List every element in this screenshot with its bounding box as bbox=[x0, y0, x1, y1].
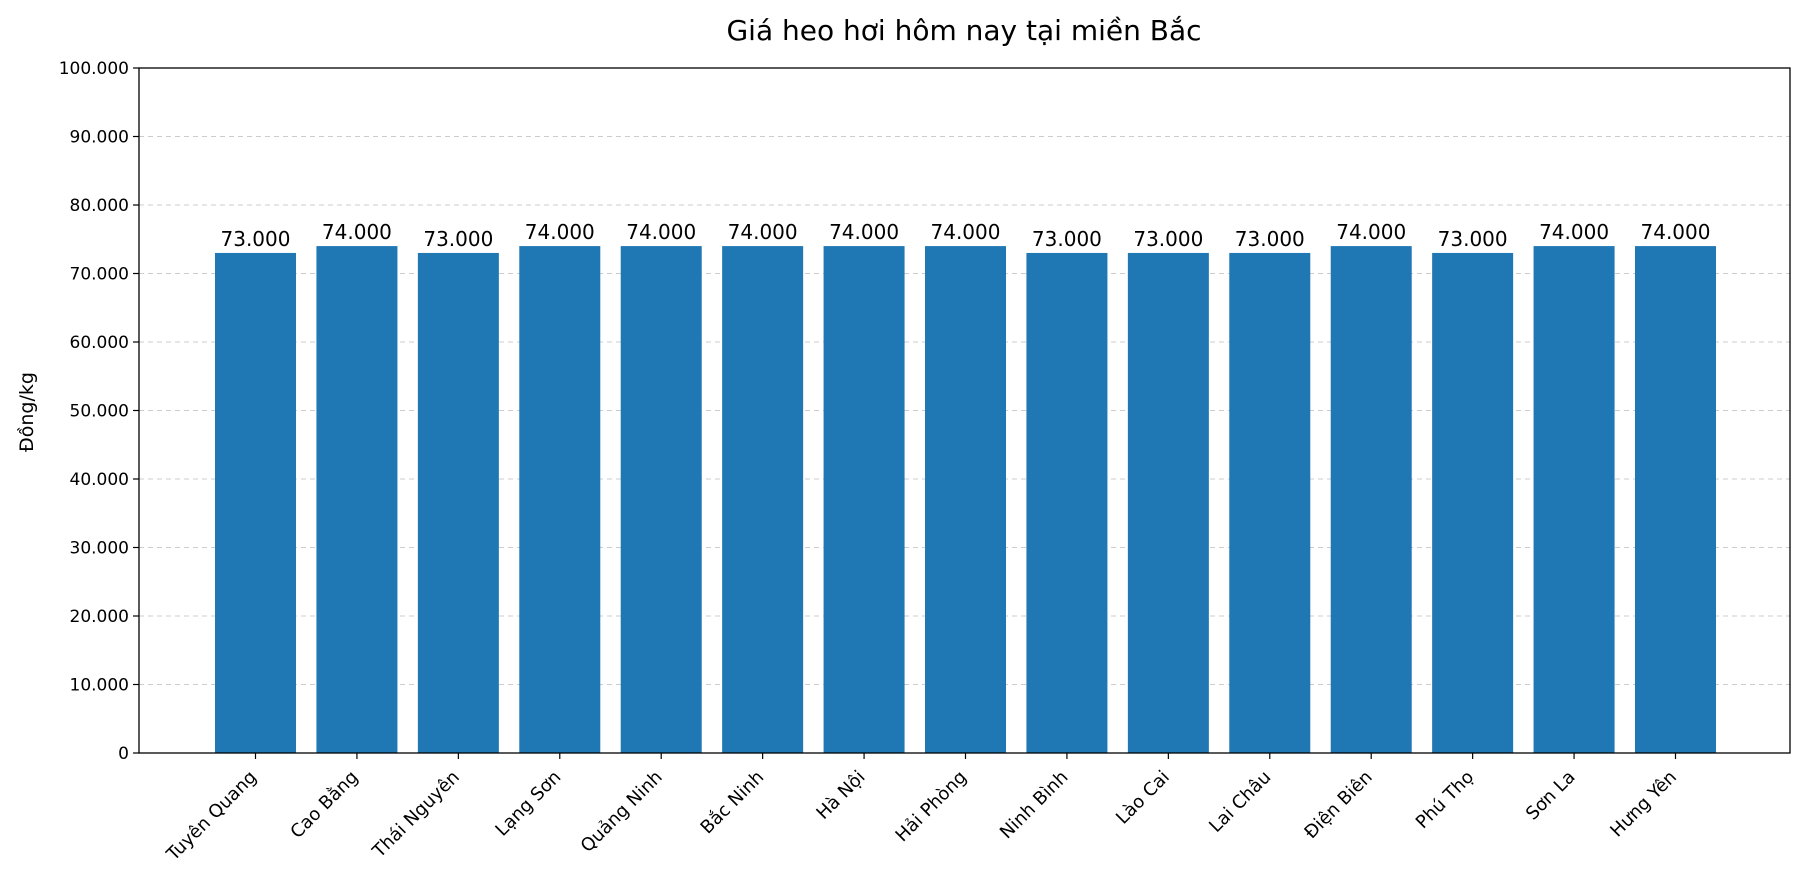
bar bbox=[1330, 246, 1412, 753]
bar bbox=[722, 246, 804, 753]
plot-frame bbox=[138, 67, 1791, 754]
bar bbox=[1533, 246, 1615, 753]
x-tick-label: Bắc Ninh bbox=[697, 767, 769, 839]
bar-value-label: 74.000 bbox=[931, 220, 1001, 244]
x-tick-label: Lai Châu bbox=[1205, 767, 1275, 837]
y-tick-label: 50.000 bbox=[70, 402, 129, 422]
bar-value-label: 74.000 bbox=[322, 220, 392, 244]
y-tick-label: 100.000 bbox=[59, 59, 129, 79]
bar bbox=[417, 252, 499, 753]
x-tick-label: Hưng Yên bbox=[1606, 767, 1681, 842]
bar-value-label: 73.000 bbox=[1032, 227, 1102, 251]
x-tick-label: Cao Bằng bbox=[286, 767, 362, 843]
bar-value-label: 73.000 bbox=[221, 227, 291, 251]
bar bbox=[1127, 252, 1209, 753]
bar bbox=[925, 246, 1006, 753]
y-tick-label: 40.000 bbox=[70, 470, 129, 490]
y-tick-label: 0 bbox=[118, 744, 129, 764]
x-tick-label: Tuyên Quang bbox=[162, 767, 261, 866]
x-axis: Tuyên Quang Cao Bằng Thái Nguyên Lạng Sơn Qu… bbox=[162, 753, 1681, 866]
y-axis: 0 10.000 20.000 30.000 40.000 50.000 60.000 70.… bbox=[59, 59, 139, 764]
bar-value-label: 74.000 bbox=[1539, 220, 1609, 244]
x-tick-label: Hải Phòng bbox=[892, 767, 971, 846]
x-tick-label: Quảng Ninh bbox=[577, 767, 667, 857]
bar-value-label: 73.000 bbox=[1438, 227, 1508, 251]
chart-title: Giá heo hơi hôm nay tại miền Bắc bbox=[726, 14, 1201, 47]
bar bbox=[1432, 252, 1514, 753]
y-tick-label: 80.000 bbox=[70, 196, 129, 216]
bars bbox=[215, 246, 1716, 753]
bar-value-label: 74.000 bbox=[1336, 220, 1406, 244]
bar-value-label: 73.000 bbox=[1133, 227, 1203, 251]
x-tick-label: Lạng Sơn bbox=[491, 767, 565, 841]
x-tick-label: Thái Nguyên bbox=[368, 767, 464, 863]
bar bbox=[1229, 252, 1311, 753]
y-tick-label: 90.000 bbox=[70, 128, 129, 148]
x-tick-label: Lào Cai bbox=[1112, 767, 1174, 829]
bar-value-label: 73.000 bbox=[1235, 227, 1305, 251]
x-tick-label: Phú Thọ bbox=[1412, 767, 1478, 833]
bar-value-label: 74.000 bbox=[525, 220, 595, 244]
bar bbox=[1026, 252, 1108, 753]
bar bbox=[620, 246, 702, 753]
bar bbox=[316, 246, 398, 753]
y-tick-label: 20.000 bbox=[70, 607, 129, 627]
bar-value-label: 73.000 bbox=[423, 227, 493, 251]
bar bbox=[215, 252, 296, 753]
bar bbox=[823, 246, 905, 753]
bar bbox=[519, 246, 601, 753]
bar bbox=[1635, 246, 1716, 753]
x-tick-label: Sơn La bbox=[1522, 767, 1580, 825]
x-tick-label: Điện Biên bbox=[1300, 767, 1376, 843]
y-tick-label: 60.000 bbox=[70, 333, 129, 353]
x-tick-label: Ninh Bình bbox=[996, 767, 1072, 843]
y-tick-label: 10.000 bbox=[70, 676, 129, 696]
y-tick-label: 30.000 bbox=[70, 539, 129, 559]
y-axis-label: Đồng/kg bbox=[16, 372, 38, 452]
bar-value-label: 74.000 bbox=[626, 220, 696, 244]
x-tick-label: Hà Nội bbox=[812, 767, 869, 824]
bar-value-label: 74.000 bbox=[728, 220, 798, 244]
y-tick-label: 70.000 bbox=[70, 265, 129, 285]
bar-value-label: 74.000 bbox=[829, 220, 899, 244]
bar-value-label: 74.000 bbox=[1641, 220, 1711, 244]
bar-value-labels: 73.000 74.000 73.000 74.000 74.000 74.000 74.0… bbox=[221, 220, 1711, 251]
